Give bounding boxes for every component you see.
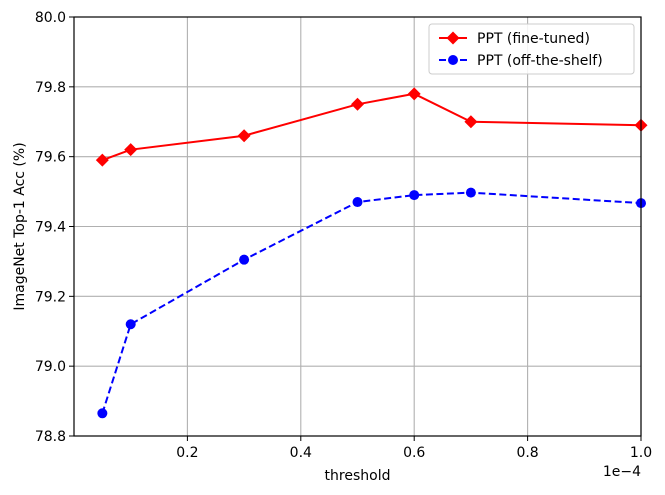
x-tick-label: 0.2 — [176, 445, 198, 461]
data-point — [95, 153, 109, 167]
y-tick-label: 78.8 — [35, 429, 66, 445]
data-point — [464, 115, 478, 129]
x-tick-label: 0.6 — [403, 445, 425, 461]
legend-marker — [446, 31, 460, 45]
data-point — [237, 129, 251, 143]
legend-label: PPT (fine-tuned) — [477, 31, 590, 47]
y-tick-label: 79.8 — [35, 80, 66, 96]
legend: PPT (fine-tuned) PPT (off-the-shelf) — [428, 23, 635, 75]
y-tick-label: 79.2 — [35, 289, 66, 305]
data-point — [352, 197, 363, 208]
series-line — [101, 191, 642, 414]
data-point — [465, 187, 476, 198]
data-point — [125, 319, 136, 330]
legend-label: PPT (off-the-shelf) — [477, 53, 603, 69]
x-axis-ticks: 0.2 0.4 0.6 0.8 1.0 — [176, 436, 652, 461]
x-axis-scale-label: 1e−4 — [603, 464, 641, 480]
y-tick-label: 80.0 — [35, 10, 66, 26]
legend-box — [428, 23, 635, 75]
y-axis-ticks: 78.8 79.0 79.2 79.4 79.6 79.8 80.0 — [35, 10, 74, 445]
series-layer — [95, 87, 648, 419]
data-point — [407, 87, 421, 101]
series-line — [102, 92, 642, 162]
x-axis-label: threshold — [325, 468, 391, 484]
data-point — [351, 97, 364, 111]
y-tick-label: 79.6 — [35, 150, 66, 166]
series-1 — [95, 87, 648, 167]
x-tick-label: 0.4 — [290, 445, 312, 461]
y-tick-label: 79.0 — [35, 359, 66, 375]
data-point — [409, 190, 420, 201]
data-point — [97, 408, 108, 419]
data-point — [124, 143, 138, 157]
series-2 — [97, 187, 646, 419]
data-point — [239, 254, 250, 265]
legend-marker — [448, 55, 458, 65]
x-tick-label: 0.8 — [516, 445, 538, 461]
grid-lines — [74, 16, 642, 437]
y-axis-label: ImageNet Top-1 Acc (%) — [12, 142, 28, 310]
y-tick-label: 79.4 — [35, 220, 66, 236]
x-tick-label: 1.0 — [630, 445, 652, 461]
